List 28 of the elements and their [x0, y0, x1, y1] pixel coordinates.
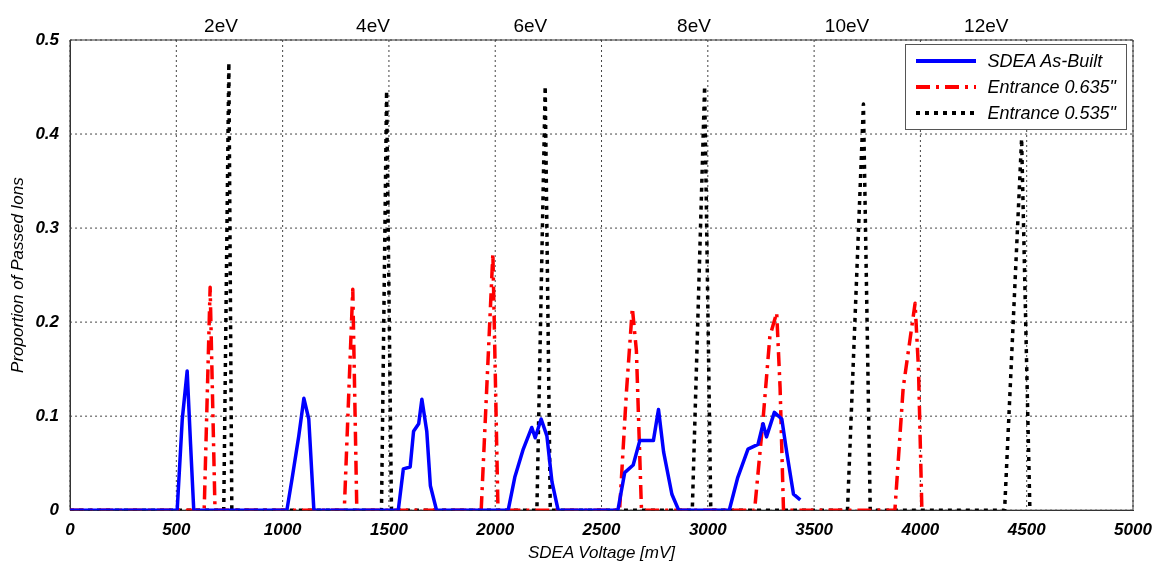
- y-tick-label: 0.5: [35, 29, 60, 49]
- text: 8eV: [677, 14, 712, 36]
- x-tick-label: 1000: [263, 520, 303, 540]
- legend-label: Entrance 0.535": [987, 102, 1116, 124]
- x-tick-label: 4500: [1006, 520, 1047, 540]
- x-tick-label: 500: [162, 520, 192, 540]
- text: 2eV: [204, 14, 239, 36]
- y-tick-label: 0.1: [35, 405, 60, 425]
- y-axis-title: Proportion of Passed Ions: [7, 176, 27, 373]
- x-tick-label: 0: [65, 520, 76, 540]
- y-tick-label: 0.2: [35, 311, 60, 331]
- x-tick-label: 3500: [795, 520, 834, 540]
- text: 12eV: [964, 14, 1009, 36]
- text: 4eV: [356, 14, 391, 36]
- legend-label: SDEA As-Built: [987, 50, 1103, 72]
- x-tick-label: 5000: [1114, 520, 1153, 540]
- x-tick-label: 3000: [688, 520, 728, 540]
- legend-label: Entrance 0.635": [987, 76, 1116, 98]
- x-tick-label: 4000: [900, 520, 940, 540]
- x-tick-label: 1500: [370, 520, 409, 540]
- y-tick-label: 0.4: [35, 123, 60, 143]
- text: 6eV: [513, 14, 548, 36]
- text: 10eV: [824, 14, 870, 36]
- x-axis-title: SDEA Voltage [mV]: [527, 542, 677, 562]
- x-tick-label: 2000: [475, 520, 515, 540]
- y-tick-label: 0.3: [35, 217, 60, 237]
- x-tick-label: 2500: [581, 520, 621, 540]
- y-tick-label: 0: [49, 499, 60, 519]
